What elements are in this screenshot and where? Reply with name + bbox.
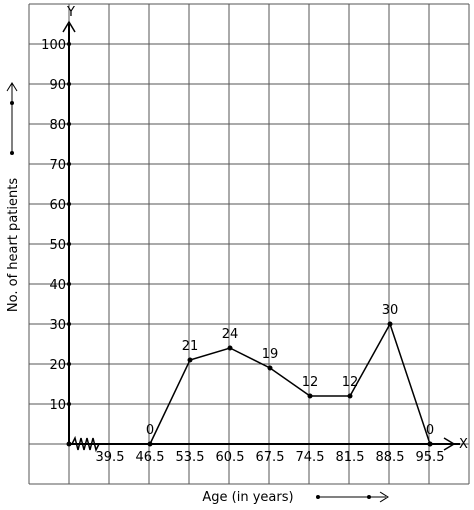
- data-point: [227, 345, 233, 351]
- y-tick-label: 70: [49, 158, 66, 173]
- y-tick-point: [67, 282, 71, 286]
- x-tick-label: 88.5: [376, 450, 405, 465]
- y-tick-labels: 10 20 30 40 50 60 70 80 90 100: [41, 38, 71, 413]
- data-point: [347, 393, 353, 399]
- x-tick-label: 53.5: [176, 450, 205, 465]
- y-tick-label: 10: [49, 398, 66, 413]
- axes: Y X: [62, 5, 468, 453]
- data-label: 0: [146, 423, 154, 438]
- y-tick-label: 20: [49, 358, 66, 373]
- x-arrow-indicator-icon: [316, 491, 389, 503]
- data-point: [427, 441, 433, 447]
- data-point: [267, 365, 273, 371]
- x-tick-label: 81.5: [336, 450, 365, 465]
- y-axis-letter: Y: [66, 5, 75, 20]
- data-point: [387, 321, 393, 327]
- data-labels: 0 21 24 19 12 12 30 0: [146, 303, 434, 438]
- x-tick-label: 74.5: [296, 450, 325, 465]
- data-label: 24: [222, 327, 239, 342]
- y-axis-arrow-icon: [62, 20, 76, 33]
- y-arrow-indicator-icon: [6, 82, 18, 155]
- y-tick-point: [67, 402, 71, 406]
- y-tick-point: [67, 242, 71, 246]
- x-tick-labels: 39.5 46.5 53.5 60.5 67.5 74.5 81.5 88.5 95.5: [96, 450, 445, 465]
- y-tick-label: 30: [49, 318, 66, 333]
- axis-break-icon: [71, 435, 100, 453]
- data-label: 12: [302, 375, 319, 390]
- data-point: [147, 441, 153, 447]
- data-label: 19: [262, 347, 279, 362]
- y-tick-point: [67, 202, 71, 206]
- y-tick-label: 60: [49, 198, 66, 213]
- data-point: [187, 357, 193, 363]
- data-label: 12: [342, 375, 359, 390]
- grid: [28, 3, 470, 485]
- x-axis-arrow-icon: [443, 437, 456, 451]
- origin-point: [66, 441, 72, 447]
- y-tick-point: [67, 42, 71, 46]
- y-tick-point: [67, 82, 71, 86]
- data-label: 0: [426, 423, 434, 438]
- x-tick-label: 95.5: [416, 450, 445, 465]
- y-tick-label: 90: [49, 78, 66, 93]
- series-line: [149, 322, 431, 445]
- x-axis-letter: X: [459, 437, 468, 452]
- y-tick-label: 40: [49, 278, 66, 293]
- x-tick-label: 67.5: [256, 450, 285, 465]
- y-tick-point: [67, 362, 71, 366]
- x-tick-label: 60.5: [216, 450, 245, 465]
- data-label: 30: [382, 303, 399, 318]
- data-point: [307, 393, 313, 399]
- y-axis-title: No. of heart patients: [6, 178, 21, 312]
- y-tick-label: 50: [49, 238, 66, 253]
- y-tick-label: 100: [41, 38, 66, 53]
- series-polyline: [149, 322, 431, 445]
- data-points: [147, 321, 433, 447]
- x-tick-label: 39.5: [96, 450, 125, 465]
- data-label: 21: [182, 339, 199, 354]
- y-tick-label: 80: [49, 118, 66, 133]
- x-axis-title: Age (in years): [202, 490, 293, 505]
- x-tick-label: 46.5: [136, 450, 165, 465]
- y-tick-point: [67, 162, 71, 166]
- y-tick-point: [67, 122, 71, 126]
- y-tick-point: [67, 322, 71, 326]
